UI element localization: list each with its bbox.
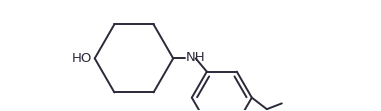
Text: HO: HO	[72, 52, 93, 65]
Text: NH: NH	[185, 51, 205, 64]
